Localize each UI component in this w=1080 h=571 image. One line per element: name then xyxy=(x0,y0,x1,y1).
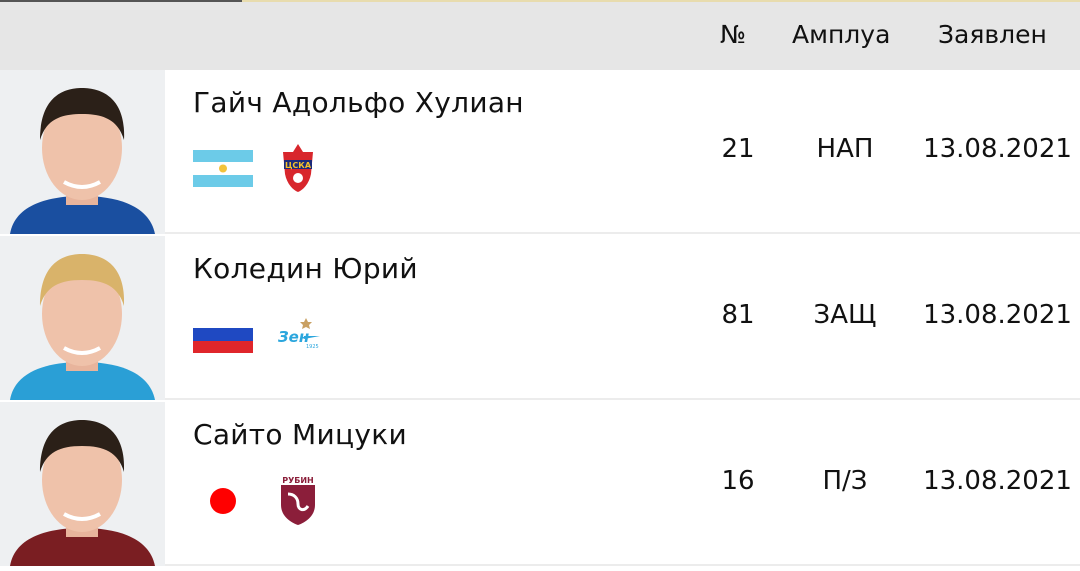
player-registered: 13.08.2021 xyxy=(923,466,1072,496)
country-flag-icon xyxy=(193,150,253,187)
country-flag-icon xyxy=(193,316,253,353)
player-name[interactable]: Коледин Юрий xyxy=(193,252,418,285)
player-position: НАП xyxy=(816,134,874,164)
table-header: № Амплуа Заявлен xyxy=(0,2,1080,70)
club-logo-icon: ЦСКА xyxy=(276,142,320,194)
svg-text:Зен: Зен xyxy=(278,328,309,346)
player-row[interactable]: Коледин Юрий Зен 1925 81 ЗАЩ 13.08.2021 xyxy=(0,236,1080,400)
svg-text:ЦСКА: ЦСКА xyxy=(285,161,312,170)
player-position: П/З xyxy=(822,466,868,496)
player-registered: 13.08.2021 xyxy=(923,300,1072,330)
player-photo xyxy=(0,70,165,234)
country-flag-icon xyxy=(193,482,253,519)
header-registered: Заявлен xyxy=(938,20,1047,49)
club-logo-icon: Зен 1925 xyxy=(276,308,320,360)
player-row[interactable]: Гайч Адольфо Хулиан ЦСКА 21 НАП 13.08.20… xyxy=(0,70,1080,234)
header-number: № xyxy=(720,20,747,49)
svg-text:РУБИН: РУБИН xyxy=(282,476,314,485)
club-logo-icon: РУБИН xyxy=(276,474,320,526)
svg-text:1925: 1925 xyxy=(306,344,319,350)
player-number: 21 xyxy=(721,134,755,164)
player-number: 16 xyxy=(721,466,755,496)
player-photo xyxy=(0,236,165,400)
player-name[interactable]: Гайч Адольфо Хулиан xyxy=(193,86,524,119)
player-position: ЗАЩ xyxy=(813,300,877,330)
player-registered: 13.08.2021 xyxy=(923,134,1072,164)
player-number: 81 xyxy=(721,300,755,330)
player-row[interactable]: Сайто Мицуки РУБИН 16 П/З 13.08.2021 xyxy=(0,402,1080,566)
header-position: Амплуа xyxy=(792,20,891,49)
player-name[interactable]: Сайто Мицуки xyxy=(193,418,407,451)
top-border xyxy=(0,0,1080,2)
player-photo xyxy=(0,402,165,566)
